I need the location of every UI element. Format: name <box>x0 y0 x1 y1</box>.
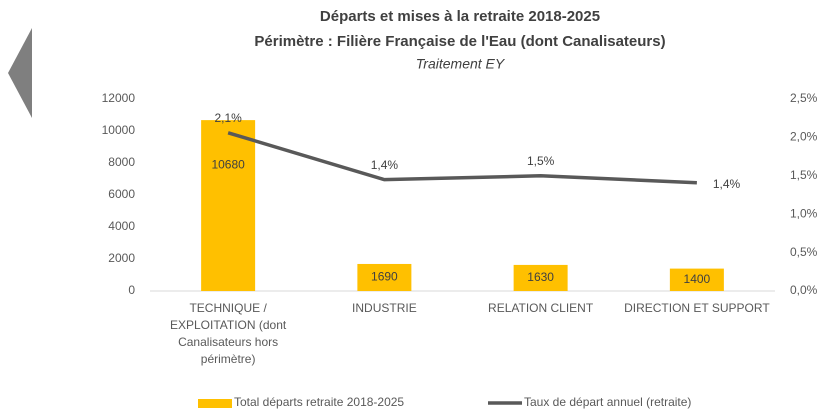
y2-tick-label: 0,5% <box>790 245 818 259</box>
chart-subtitle: Périmètre : Filière Française de l'Eau (… <box>254 33 665 50</box>
y-tick-label: 8000 <box>108 155 135 169</box>
nav-arrow[interactable] <box>8 28 32 118</box>
legend-label: Total départs retraite 2018-2025 <box>234 395 404 409</box>
bar <box>201 120 256 292</box>
bar <box>513 264 568 291</box>
bar <box>669 268 724 291</box>
y-tick-label: 0 <box>128 283 135 297</box>
y2-tick-label: 1,5% <box>790 168 818 182</box>
bar <box>357 263 412 291</box>
legend-swatch <box>198 399 232 408</box>
y2-tick-label: 2,0% <box>790 130 818 144</box>
bar-label: 1400 <box>684 272 711 286</box>
chart-note: Traitement EY <box>416 56 506 72</box>
y-tick-label: 6000 <box>108 187 135 201</box>
x-tick-label: INDUSTRIE <box>352 301 417 315</box>
legend-label: Taux de départ annuel (retraite) <box>524 395 691 409</box>
y2-tick-label: 1,0% <box>790 206 818 220</box>
y2-tick-label: 0,0% <box>790 283 818 297</box>
bar-label: 1630 <box>527 270 554 284</box>
line-label: 1,5% <box>527 154 555 168</box>
y-tick-label: 4000 <box>108 219 135 233</box>
x-tick-label: RELATION CLIENT <box>488 301 594 315</box>
bar-label: 10680 <box>211 157 245 171</box>
x-tick-label: TECHNIQUE / EXPLOITATION (dont Canalisat… <box>169 301 287 366</box>
line-label: 1,4% <box>371 158 399 172</box>
line-label: 2,1% <box>214 111 242 125</box>
line <box>227 131 697 185</box>
y-tick-label: 2000 <box>108 251 135 265</box>
chart-title: Départs et mises à la retraite 2018-2025 <box>320 8 600 25</box>
x-tick-label: DIRECTION ET SUPPORT <box>624 301 770 315</box>
line-label: 1,4% <box>713 177 741 191</box>
y-tick-label: 10000 <box>102 123 136 137</box>
y-tick-label: 12000 <box>102 91 136 105</box>
bar-label: 1690 <box>371 270 398 284</box>
y2-tick-label: 2,5% <box>790 91 818 105</box>
